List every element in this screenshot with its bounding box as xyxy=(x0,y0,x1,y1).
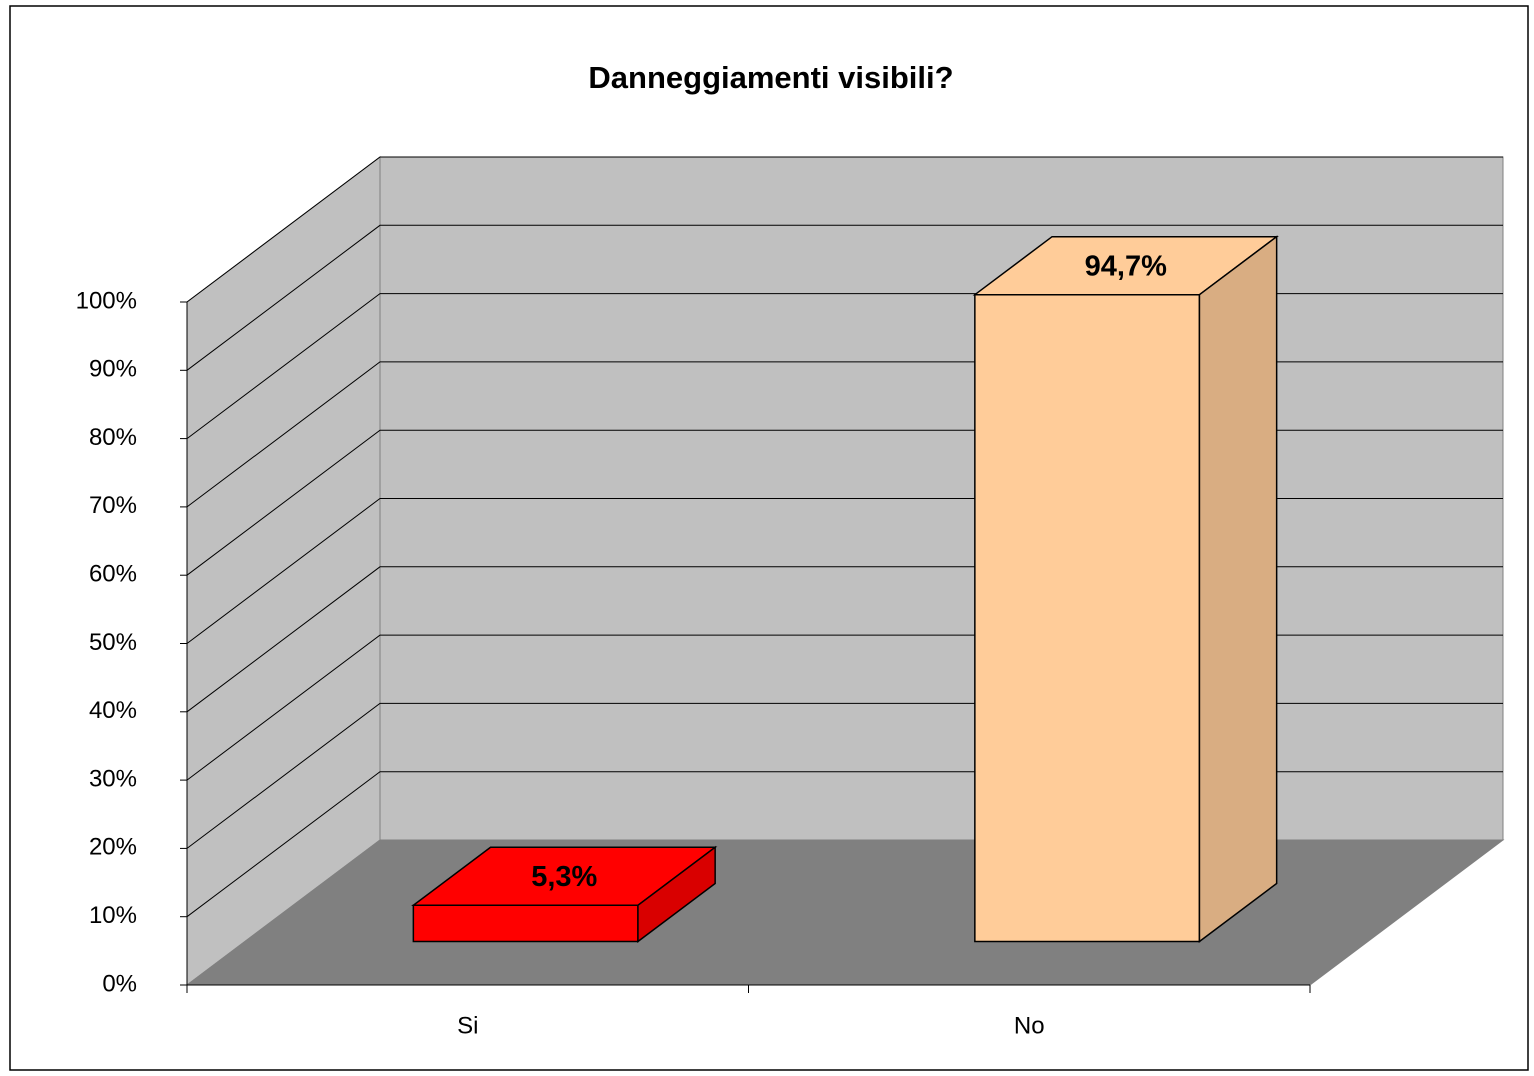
x-tick-label: Si xyxy=(457,1012,478,1039)
y-tick-label: 70% xyxy=(89,492,137,519)
y-tick-label: 20% xyxy=(89,834,137,861)
value-label: 5,3% xyxy=(531,861,597,893)
y-tick-label: 10% xyxy=(89,902,137,929)
y-tick-label: 90% xyxy=(89,356,137,383)
bar-side xyxy=(637,845,716,944)
y-tick-label: 30% xyxy=(89,765,137,792)
grid-line xyxy=(186,156,1503,303)
grid-line xyxy=(186,224,1503,371)
bar-front xyxy=(412,904,639,943)
x-tick-label: No xyxy=(1014,1012,1045,1039)
bar-side xyxy=(1198,235,1278,944)
floor xyxy=(185,839,1505,986)
y-tick-label: 100% xyxy=(76,287,137,314)
y-tick-label: 60% xyxy=(89,561,137,588)
chart-title: Danneggiamenti visibili? xyxy=(588,60,953,95)
y-tick-label: 80% xyxy=(89,424,137,451)
value-label: 94,7% xyxy=(1085,250,1167,282)
y-tick-label: 0% xyxy=(102,970,137,997)
y-tick-label: 50% xyxy=(89,629,137,656)
bar-front xyxy=(974,293,1201,943)
y-tick-label: 40% xyxy=(89,697,137,724)
